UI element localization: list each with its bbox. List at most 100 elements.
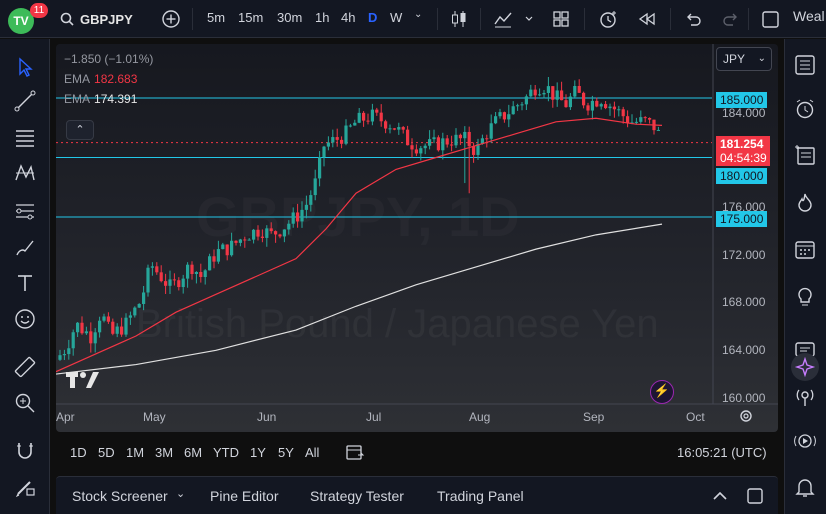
- timeframe-15m[interactable]: 15m: [238, 10, 264, 25]
- candle-body: [247, 239, 251, 241]
- currency-select[interactable]: JPY ⌄: [716, 47, 772, 71]
- current-price-tag: 181.254 04:54:39: [716, 136, 770, 166]
- candle-body: [67, 348, 71, 355]
- layout-grid-icon[interactable]: [550, 8, 572, 30]
- candle-body: [480, 138, 484, 144]
- fib-retracement-icon[interactable]: [13, 199, 37, 223]
- notifications-bell-icon[interactable]: [793, 475, 817, 499]
- candle-body: [450, 144, 454, 146]
- add-symbol-icon[interactable]: [160, 8, 182, 30]
- range-6m[interactable]: 6M: [184, 445, 203, 460]
- price-chart[interactable]: [56, 44, 778, 432]
- tab-stock-screener[interactable]: Stock Screener: [72, 488, 168, 504]
- magnet-icon[interactable]: [13, 439, 37, 463]
- lightning-icon[interactable]: ⚡: [650, 380, 674, 404]
- watchlist-name[interactable]: Weal: [793, 8, 825, 24]
- brush-icon[interactable]: [13, 236, 37, 260]
- maximize-panel-icon[interactable]: [746, 487, 764, 505]
- calendar-icon[interactable]: [793, 237, 817, 261]
- cursor-icon[interactable]: [13, 55, 37, 79]
- timeframe-4h[interactable]: 4h: [341, 10, 356, 25]
- ema-slow-label: EMA: [64, 92, 91, 106]
- candle-body: [577, 85, 581, 93]
- timeframe-5m[interactable]: 5m: [207, 10, 226, 25]
- candle-body: [634, 121, 638, 123]
- candle-body: [630, 122, 634, 124]
- range-ytd[interactable]: YTD: [213, 445, 239, 460]
- text-icon[interactable]: [13, 271, 37, 295]
- timeframe-30m[interactable]: 30m: [277, 10, 303, 25]
- candle-body: [502, 112, 506, 120]
- candle-body: [326, 142, 330, 147]
- signals-icon[interactable]: [793, 385, 817, 409]
- ai-assistant-button[interactable]: [791, 353, 819, 381]
- chevron-down-icon[interactable]: ⌄: [414, 9, 423, 20]
- candle-body: [621, 109, 625, 117]
- redo-icon[interactable]: [720, 8, 742, 30]
- ruler-icon[interactable]: [13, 355, 37, 379]
- candle-body: [388, 128, 392, 130]
- zoom-icon[interactable]: [13, 391, 37, 415]
- candle-body: [370, 109, 374, 122]
- horizontal-lines-icon[interactable]: [13, 126, 37, 150]
- fullscreen-icon[interactable]: [759, 8, 781, 30]
- candle-body: [230, 240, 234, 256]
- range-all[interactable]: All: [305, 445, 320, 460]
- tab-trading-panel[interactable]: Trading Panel: [437, 488, 524, 504]
- candle-body: [595, 100, 599, 107]
- range-1d[interactable]: 1D: [70, 445, 87, 460]
- timeframe-d[interactable]: D: [368, 10, 378, 25]
- price-tick: 184.000: [722, 106, 766, 120]
- candle-body: [511, 106, 515, 115]
- candle-body: [155, 266, 159, 273]
- tab-pine-editor[interactable]: Pine Editor: [210, 488, 279, 504]
- candle-body: [463, 131, 467, 139]
- candle-body: [234, 240, 238, 243]
- candle-body: [573, 85, 577, 97]
- range-1y[interactable]: 1Y: [250, 445, 266, 460]
- alarm-clock-icon[interactable]: [793, 97, 817, 121]
- timeframe-w[interactable]: W: [390, 10, 403, 25]
- candle-body: [203, 270, 207, 277]
- watchlist-icon[interactable]: [793, 53, 817, 77]
- undo-icon[interactable]: [682, 8, 704, 30]
- range-1m[interactable]: 1M: [126, 445, 145, 460]
- level-tag-185[interactable]: 185.000: [716, 92, 768, 108]
- tab-strategy-tester[interactable]: Strategy Tester: [310, 488, 404, 504]
- broadcast-play-icon[interactable]: [793, 429, 817, 453]
- range-5d[interactable]: 5D: [98, 445, 115, 460]
- chevron-down-icon[interactable]: [518, 8, 540, 30]
- chart-pane[interactable]: GBPJPY, 1D British Pound / Japanese Yen …: [56, 44, 778, 432]
- level-tag-180[interactable]: 180.000: [716, 168, 768, 184]
- range-5y[interactable]: 5Y: [278, 445, 294, 460]
- collapse-legend-button[interactable]: ⌃: [66, 120, 94, 140]
- alert-clock-icon[interactable]: [597, 8, 619, 30]
- trend-line-icon[interactable]: [13, 89, 37, 113]
- hotlist-fire-icon[interactable]: [793, 191, 817, 215]
- bar-countdown: 04:54:39: [720, 151, 767, 165]
- candle-body: [102, 316, 106, 321]
- level-tag-175[interactable]: 175.000: [716, 211, 768, 227]
- replay-icon[interactable]: [636, 8, 658, 30]
- emoji-icon[interactable]: [13, 307, 37, 331]
- candle-body: [120, 326, 124, 335]
- chevron-up-icon[interactable]: [711, 487, 729, 505]
- ideas-lightbulb-icon[interactable]: [793, 284, 817, 308]
- candle-body: [128, 315, 132, 318]
- utc-clock[interactable]: 16:05:21 (UTC): [677, 445, 767, 460]
- range-3m[interactable]: 3M: [155, 445, 174, 460]
- object-tree-icon[interactable]: [793, 143, 817, 167]
- candle-body: [608, 106, 612, 109]
- chart-settings-gear-icon[interactable]: [738, 408, 754, 424]
- indicators-icon[interactable]: [492, 8, 514, 30]
- candle-body: [318, 157, 322, 179]
- candles-icon[interactable]: [448, 8, 470, 30]
- chevron-down-icon[interactable]: ⌄: [176, 488, 186, 500]
- candle-body: [274, 231, 278, 235]
- go-to-date-icon[interactable]: [345, 442, 365, 462]
- timeframe-1h[interactable]: 1h: [315, 10, 330, 25]
- symbol-search[interactable]: GBPJPY: [60, 9, 133, 29]
- lock-pencil-icon[interactable]: [13, 475, 37, 499]
- app-logo[interactable]: TV: [8, 8, 34, 34]
- pattern-icon[interactable]: [13, 161, 37, 185]
